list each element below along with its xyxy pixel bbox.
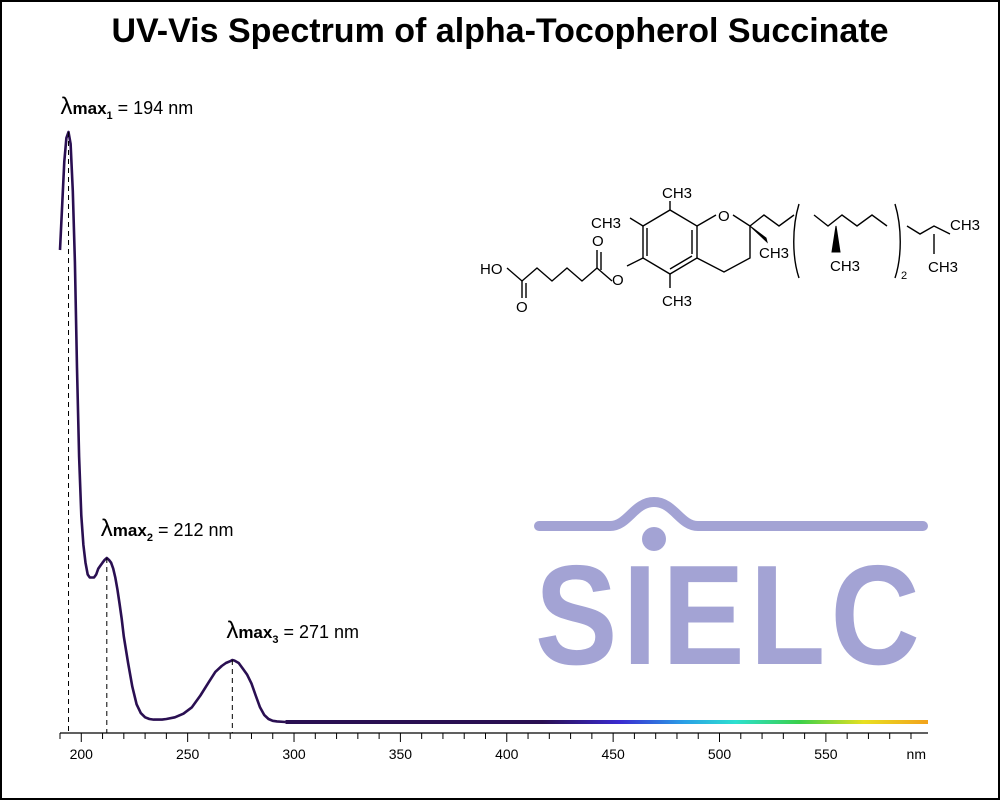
max-subscript: max [113,521,148,540]
lambda-symbol: λ [101,515,113,542]
max-subscript: max [238,623,273,642]
mol-label-ch3-bottom: CH3 [662,293,692,310]
lambda-symbol: λ [61,93,73,120]
lambda-symbol: λ [226,617,238,644]
max-subscript: max [73,99,108,118]
x-tick-label: 250 [176,746,200,762]
x-tick-label: 500 [708,746,732,762]
molecule-structure [506,201,951,298]
mol-label-o2: O [592,233,604,250]
mol-label-repeat: 2 [901,270,907,282]
logo-text: SIELC [535,536,925,695]
mol-label-ch3-end2: CH3 [928,259,958,276]
peak-value-text: = 212 nm [153,520,234,540]
mol-label-o3: O [612,272,624,289]
x-tick-label: 550 [814,746,838,762]
x-axis-unit-label: nm [907,746,926,762]
peak-index: 3 [272,634,278,646]
x-tick-label: 450 [601,746,625,762]
x-tick-label: 400 [495,746,519,762]
peak-label: λmax2 = 212 nm [101,515,234,544]
molecule-labels: HO O O O O CH3 CH3 CH3 CH3 CH3 CH3 CH3 2 [480,185,980,316]
sielc-logo: SIELC [534,496,928,695]
mol-label-o4: O [718,208,730,225]
chart-title: UV-Vis Spectrum of alpha-Tocopherol Succ… [111,12,889,50]
mol-label-ch3-chiral: CH3 [759,245,789,262]
spectrum-line [58,130,286,724]
mol-label-o1: O [516,299,528,316]
mol-label-ch3-top: CH3 [662,185,692,202]
peak-value-text: = 271 nm [278,622,359,642]
mol-label-ho: HO [480,261,503,278]
mol-label-ch3-end1: CH3 [950,217,980,234]
x-tick-label: 350 [389,746,413,762]
peak-index: 2 [147,532,153,544]
x-tick-label: 300 [282,746,306,762]
x-axis: 200 250 300 350 400 450 500 550 nm [59,732,928,762]
peak-label: λmax3 = 271 nm [226,617,359,646]
mol-label-ch3-left: CH3 [591,215,621,232]
peak-index: 1 [107,110,113,122]
spectrum-baseline-rainbow [285,720,929,724]
peak-value-text: = 194 nm [113,98,194,118]
peak-label: λmax1 = 194 nm [61,93,194,122]
spectrum-series [58,130,929,724]
logo-arc [534,496,928,531]
x-tick-label: 200 [70,746,94,762]
logo-dot [642,527,666,551]
mol-label-ch3-chain: CH3 [830,258,860,275]
